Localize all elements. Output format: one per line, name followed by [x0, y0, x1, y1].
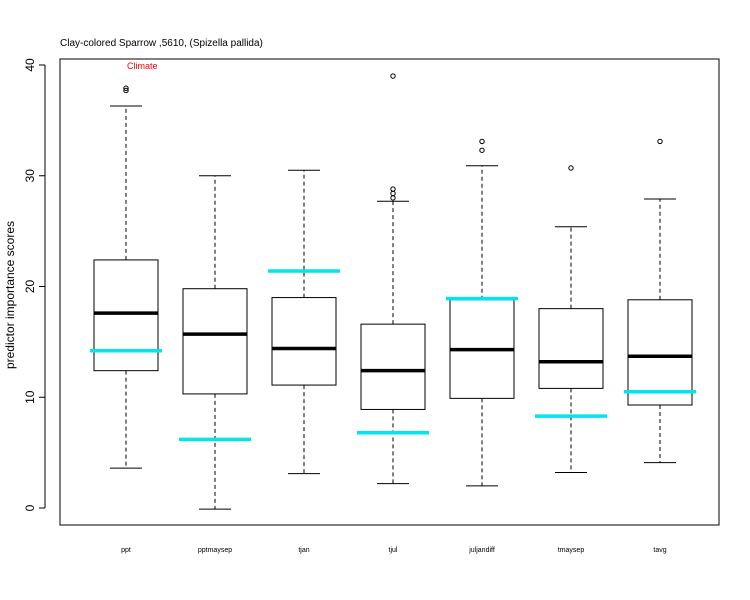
- outlier-point: [390, 73, 396, 79]
- box-tjan: [268, 169, 340, 475]
- iqr-box: [182, 288, 248, 395]
- y-tick-label: 30: [23, 169, 37, 183]
- iqr-box: [360, 323, 426, 410]
- outlier-point: [123, 87, 129, 94]
- x-tick-label: ppt: [121, 547, 131, 554]
- plot-frame: [59, 58, 720, 526]
- x-tick-label: tavg: [653, 547, 666, 554]
- chart-title: Clay-colored Sparrow ,5610, (Spizella pa…: [60, 38, 263, 49]
- x-tick-label: tmaysep: [558, 547, 585, 554]
- x-axis-labels: ppt pptmaysep tjan tjul julјandiff tmaysep tav…: [121, 547, 667, 554]
- iqr-box: [627, 299, 693, 406]
- x-tick-label: tjul: [389, 547, 398, 554]
- iqr-box: [271, 297, 337, 386]
- outlier-point: [568, 165, 574, 171]
- box-tavg: [624, 138, 696, 464]
- boxes-layer: [90, 73, 696, 510]
- y-tick-label: 20: [23, 280, 37, 294]
- y-axis: 0 10 20 30 40: [23, 58, 46, 511]
- outlier-point: [390, 190, 396, 197]
- iqr-box: [93, 259, 159, 372]
- outlier-point: [479, 138, 485, 145]
- outlier-point: [657, 138, 663, 145]
- y-tick-label: 0: [23, 504, 37, 511]
- iqr-box: [538, 308, 604, 389]
- x-tick-label: julјandiff: [468, 547, 495, 554]
- box-julјandiff: [446, 138, 518, 487]
- box-ppt: [90, 85, 162, 469]
- outlier-point: [479, 147, 485, 153]
- y-tick-label: 40: [23, 58, 37, 72]
- outlier-point: [390, 195, 396, 201]
- outlier-point: [390, 186, 396, 192]
- outlier-point: [123, 85, 129, 91]
- x-tick-label: tjan: [298, 547, 309, 554]
- box-pptmaysep: [179, 175, 251, 510]
- x-tick-label: pptmaysep: [198, 547, 232, 554]
- y-axis-label: predictor importance scores: [3, 221, 17, 369]
- box-tjul: [357, 73, 429, 485]
- climate-annotation: Climate: [127, 61, 158, 71]
- y-tick-label: 10: [23, 390, 37, 404]
- box-tmaysep: [535, 165, 607, 474]
